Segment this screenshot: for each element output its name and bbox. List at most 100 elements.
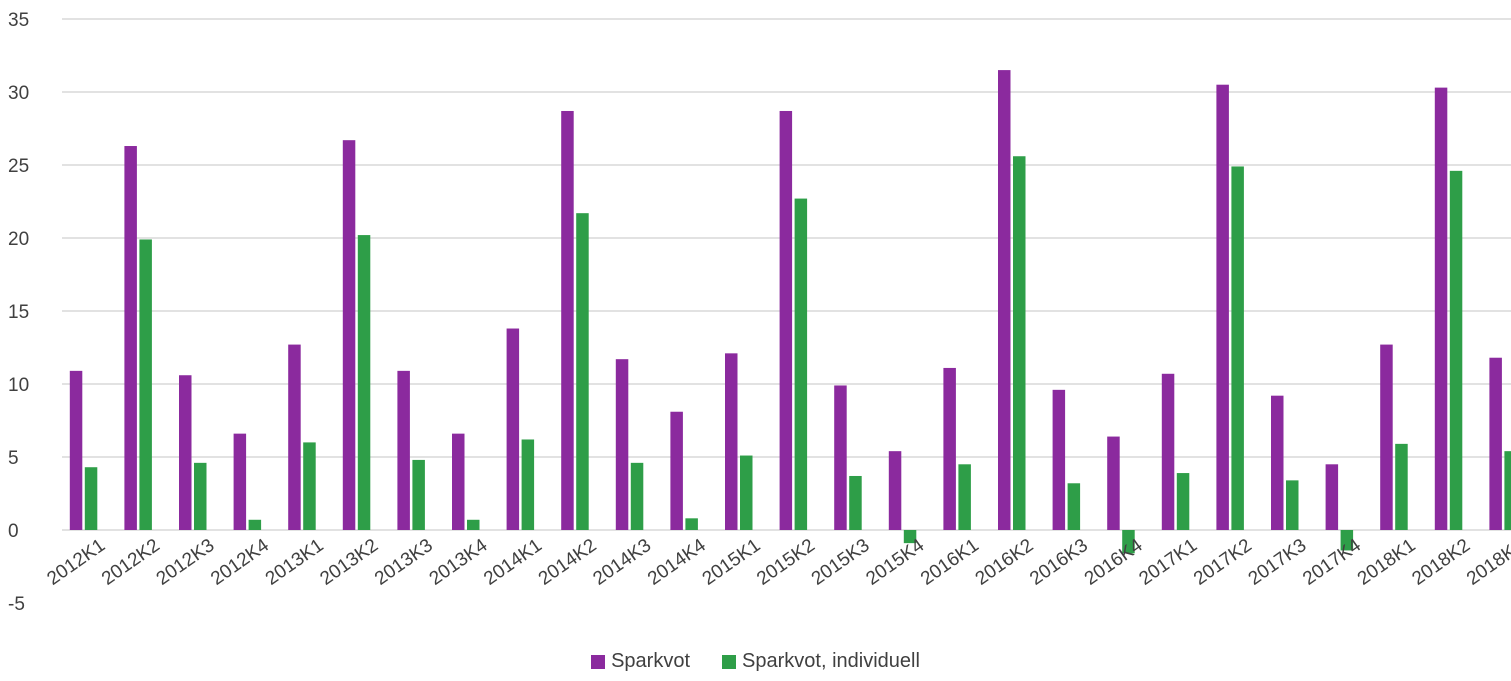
x-tick-label: 2017K2 (1190, 535, 1256, 590)
bars (69, 70, 1511, 554)
x-tick-label: 2013K2 (316, 535, 382, 590)
bar-sparkvot-2014K2[interactable] (561, 110, 574, 530)
y-tick-label: 25 (8, 156, 29, 177)
bar-sparkvot-2015K4[interactable] (888, 451, 902, 530)
bar-sparkvot-individuell-2017K1[interactable] (1176, 473, 1190, 530)
bar-sparkvot-2016K4[interactable] (1107, 436, 1120, 530)
bar-sparkvot-individuell-2017K2[interactable] (1231, 166, 1244, 530)
x-tick-label: 2014K1 (480, 535, 546, 590)
bar-sparkvot-individuell-2018K3[interactable] (1504, 451, 1511, 530)
bar-sparkvot-individuell-2015K3[interactable] (849, 475, 862, 530)
bar-sparkvot-2016K2[interactable] (998, 70, 1011, 530)
legend-swatch-sparkvot-individuell (722, 654, 737, 669)
x-tick-label: 2018K2 (1408, 535, 1474, 590)
bar-sparkvot-individuell-2012K1[interactable] (84, 467, 98, 530)
x-tick-label: 2016K1 (917, 535, 983, 590)
bar-sparkvot-2018K3[interactable] (1489, 357, 1502, 530)
x-tick-label: 2012K1 (43, 535, 109, 590)
x-tick-label: 2012K3 (153, 535, 219, 590)
bar-sparkvot-2018K2[interactable] (1434, 87, 1448, 531)
bar-sparkvot-individuell-2018K2[interactable] (1449, 170, 1463, 530)
x-tick-label: 2016K2 (972, 535, 1038, 590)
bar-sparkvot-2013K3[interactable] (397, 370, 410, 530)
legend-item-sparkvot[interactable]: Sparkvot (591, 650, 690, 673)
bar-sparkvot-2013K2[interactable] (342, 140, 356, 530)
y-tick-label: 5 (8, 448, 19, 469)
y-tick-label: 30 (8, 83, 29, 104)
bar-sparkvot-2017K3[interactable] (1271, 395, 1284, 530)
legend-label-sparkvot: Sparkvot (611, 650, 691, 672)
bar-sparkvot-2016K3[interactable] (1052, 389, 1066, 530)
x-tick-label: 2012K2 (98, 535, 164, 590)
x-tick-label: 2014K2 (535, 535, 601, 590)
x-tick-label: 2015K1 (699, 535, 765, 590)
x-tick-label: 2015K3 (808, 535, 874, 590)
bar-sparkvot-individuell-2016K2[interactable] (1013, 156, 1026, 531)
bar-sparkvot-2015K1[interactable] (725, 353, 738, 530)
x-tick-label: 2013K1 (262, 535, 328, 590)
y-tick-label: 0 (8, 521, 19, 542)
bar-sparkvot-individuell-2015K2[interactable] (794, 198, 808, 530)
x-tick-label: 2013K3 (371, 535, 437, 590)
legend-item-sparkvot-individuell[interactable]: Sparkvot, individuell (722, 650, 920, 673)
bar-sparkvot-individuell-2012K2[interactable] (139, 239, 152, 530)
bar-sparkvot-2012K2[interactable] (124, 146, 137, 530)
x-tick-label: 2013K4 (426, 535, 492, 590)
bar-sparkvot-2015K2[interactable] (779, 110, 793, 530)
bar-sparkvot-2017K2[interactable] (1216, 84, 1229, 530)
bar-sparkvot-individuell-2014K3[interactable] (630, 462, 644, 530)
x-tick-label: 2016K4 (1081, 535, 1147, 590)
bar-sparkvot-2012K1[interactable] (69, 370, 83, 530)
bar-sparkvot-2017K4[interactable] (1325, 464, 1339, 530)
bar-sparkvot-individuell-2012K4[interactable] (248, 519, 262, 530)
bar-sparkvot-individuell-2014K1[interactable] (521, 439, 535, 530)
bar-sparkvot-2016K1[interactable] (943, 367, 956, 530)
bar-sparkvot-individuell-2013K1[interactable] (303, 442, 316, 530)
legend-label-sparkvot-individuell: Sparkvot, individuell (742, 650, 920, 672)
x-tick-label: 2017K1 (1135, 535, 1201, 590)
y-tick-label: 20 (8, 229, 29, 250)
x-tick-label: 2015K2 (753, 535, 819, 590)
bar-sparkvot-individuell-2013K4[interactable] (467, 519, 480, 530)
bar-sparkvot-2014K1[interactable] (506, 328, 520, 530)
y-tick-label: 15 (8, 302, 29, 323)
bar-sparkvot-2014K3[interactable] (615, 359, 629, 530)
bar-sparkvot-individuell-2012K3[interactable] (194, 462, 207, 530)
y-tick-label: 10 (8, 375, 29, 396)
bar-sparkvot-2012K3[interactable] (179, 375, 192, 530)
bar-sparkvot-individuell-2013K3[interactable] (412, 459, 425, 530)
bar-sparkvot-individuell-2014K4[interactable] (685, 518, 698, 530)
bar-sparkvot-individuell-2015K1[interactable] (740, 455, 753, 530)
bar-sparkvot-individuell-2016K1[interactable] (958, 464, 971, 530)
bar-sparkvot-individuell-2013K2[interactable] (357, 235, 371, 530)
bar-sparkvot-2015K3[interactable] (834, 385, 847, 530)
x-tick-label: 2017K3 (1245, 535, 1311, 590)
bar-sparkvot-2018K1[interactable] (1380, 344, 1393, 530)
legend-swatch-sparkvot (591, 654, 606, 669)
x-tick-label: 2018K3 (1463, 535, 1511, 590)
bar-sparkvot-individuell-2017K4[interactable] (1340, 530, 1354, 551)
bar-sparkvot-2014K4[interactable] (670, 411, 683, 530)
x-tick-label: 2018K1 (1354, 535, 1420, 590)
y-tick-label: 35 (8, 10, 29, 31)
bar-sparkvot-individuell-2016K3[interactable] (1067, 483, 1081, 530)
bar-sparkvot-2012K4[interactable] (233, 433, 247, 530)
bar-sparkvot-individuell-2018K1[interactable] (1395, 443, 1408, 530)
x-tick-label: 2017K4 (1299, 535, 1365, 590)
bar-sparkvot-individuell-2015K4[interactable] (903, 530, 917, 544)
bar-sparkvot-individuell-2017K3[interactable] (1286, 480, 1299, 530)
bar-sparkvot-individuell-2014K2[interactable] (576, 213, 589, 530)
x-tick-label: 2016K3 (1026, 535, 1092, 590)
y-axis-tick-labels: 35 30 25 20 15 10 5 0 -5 (8, 10, 29, 615)
x-tick-label: 2012K4 (207, 535, 273, 590)
x-tick-label: 2014K3 (589, 535, 655, 590)
bar-sparkvot-2013K4[interactable] (452, 433, 465, 530)
bar-sparkvot-individuell-2016K4[interactable] (1122, 530, 1135, 554)
y-tick-label: -5 (8, 594, 25, 615)
x-tick-label: 2014K4 (644, 535, 710, 590)
bar-sparkvot-2017K1[interactable] (1161, 373, 1175, 530)
x-tick-label: 2015K4 (862, 535, 928, 590)
x-axis-tick-labels: 2012K12012K22012K32012K42013K12013K22013… (43, 535, 1511, 590)
bar-sparkvot-2013K1[interactable] (288, 344, 301, 530)
